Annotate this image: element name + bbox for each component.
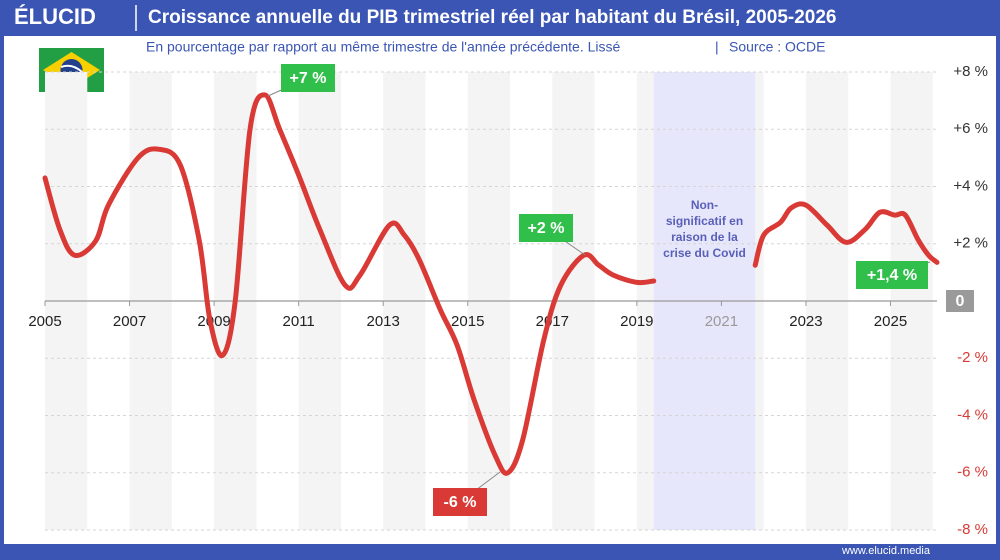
x-tick-label: 2019 (620, 313, 653, 330)
shaded-note: raison de la (671, 230, 738, 244)
annotation: +7 % (290, 70, 327, 87)
y-tick-label: +4 % (953, 177, 988, 194)
annotation-box (433, 488, 487, 516)
annotation-box (519, 214, 573, 242)
y-tick-label: 0 (956, 293, 965, 310)
x-tick-label: 2015 (451, 313, 484, 330)
x-tick-label: 2009 (197, 313, 230, 330)
zero-box (946, 290, 974, 312)
x-tick-label: 2011 (283, 313, 315, 330)
chart-title: Croissance annuelle du PIB trimestriel r… (148, 7, 836, 28)
x-tick-label: 2013 (367, 313, 400, 330)
separator: | (715, 39, 719, 55)
y-tick-label: -6 % (957, 464, 988, 481)
y-tick-label: +6 % (953, 120, 988, 137)
annotation: +1,4 % (867, 267, 917, 284)
annotation: +2 % (528, 220, 565, 237)
shaded-note: crise du Covid (663, 246, 746, 260)
y-tick-label: +8 % (953, 63, 988, 80)
annotation-box (856, 261, 928, 289)
y-tick-label: +2 % (953, 235, 988, 252)
y-tick-label: -8 % (957, 521, 988, 538)
shaded-note: significatif en (666, 214, 743, 228)
x-tick-label: 2023 (789, 313, 822, 330)
x-tick-label: 2025 (874, 313, 907, 330)
x-tick-label: 2005 (28, 313, 61, 330)
x-tick-label: 2021 (705, 313, 738, 330)
annotation-box (281, 64, 335, 92)
line (42, 92, 940, 476)
x-tick-label: 2017 (536, 313, 569, 330)
y-tick-label: -4 % (957, 406, 988, 423)
shaded-note: Non- (691, 198, 718, 212)
x-tick-label: 2007 (113, 313, 146, 330)
source: Source : OCDE (729, 39, 825, 55)
subtitle: En pourcentage par rapport au même trime… (146, 39, 620, 55)
footer: www.elucid.media (841, 545, 931, 557)
brand: ÉLUCID (14, 4, 96, 29)
y-tick-label: -2 % (957, 349, 988, 366)
annotation: -6 % (444, 494, 477, 511)
